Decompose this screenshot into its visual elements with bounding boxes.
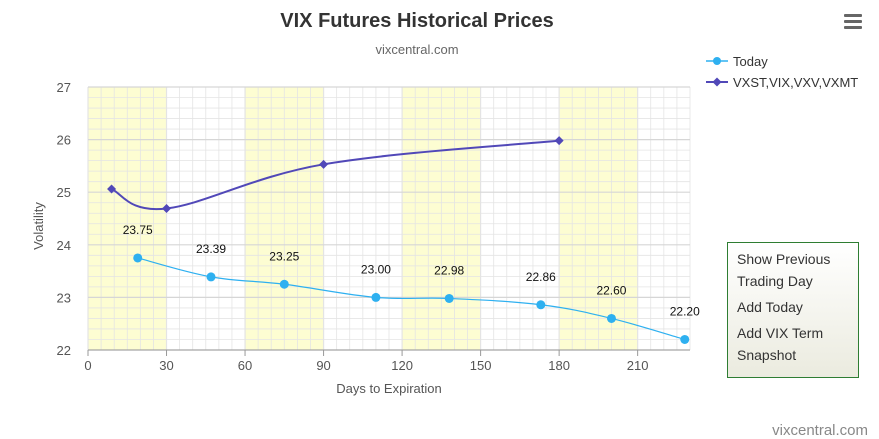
legend-marker-term-structure — [712, 77, 722, 87]
x-tick-label: 30 — [159, 358, 173, 373]
x-axis-title: Days to Expiration — [336, 381, 442, 396]
term-structure-point — [319, 159, 329, 169]
today-point — [606, 313, 616, 323]
today-point — [536, 300, 546, 310]
today-point — [371, 292, 381, 302]
data-label: 22.86 — [526, 270, 556, 284]
y-tick-label: 23 — [57, 290, 71, 305]
x-tick-label: 90 — [316, 358, 330, 373]
y-tick-label: 27 — [57, 80, 71, 95]
today-point — [680, 334, 690, 344]
add-vix-term-snapshot-button[interactable]: Add VIX Term Snapshot — [737, 325, 824, 363]
series-layer — [107, 136, 690, 344]
data-label: 22.98 — [434, 263, 464, 277]
legend-item-term-structure[interactable]: VXST,VIX,VXV,VXMT — [706, 75, 858, 90]
legend: Today VXST,VIX,VXV,VXMT — [706, 54, 858, 90]
chart-subtitle: vixcentral.com — [375, 42, 458, 57]
today-point — [133, 253, 143, 263]
grid-lines — [87, 86, 691, 351]
action-panel: Show Previous Trading Day Add Today Add … — [727, 242, 859, 378]
today-point — [279, 279, 289, 289]
data-labels: 23.75 23.39 23.25 23.00 22.98 22.86 22.60 22.20 — [123, 223, 700, 319]
chart-credit[interactable]: vixcentral.com — [772, 422, 868, 439]
x-tick-label: 0 — [84, 358, 91, 373]
legend-label-term-structure: VXST,VIX,VXV,VXMT — [733, 75, 858, 90]
data-label: 23.75 — [123, 223, 153, 237]
data-label: 22.60 — [596, 283, 626, 297]
axes: 0 30 60 90 120 150 180 210 22 23 24 25 26 27 — [57, 80, 690, 373]
x-tick-label: 210 — [627, 358, 649, 373]
data-label: 23.39 — [196, 242, 226, 256]
data-label: 22.20 — [670, 304, 700, 318]
add-today-button[interactable]: Add Today — [737, 299, 803, 315]
data-label: 23.00 — [361, 262, 391, 276]
term-structure-point — [554, 136, 564, 146]
show-previous-trading-day-button[interactable]: Show Previous Trading Day — [737, 251, 831, 289]
legend-item-today[interactable]: Today — [706, 54, 768, 69]
today-line — [137, 257, 685, 341]
hamburger-menu-icon[interactable] — [842, 12, 864, 32]
data-label: 23.25 — [269, 249, 299, 263]
y-tick-label: 24 — [57, 238, 71, 253]
y-tick-label: 25 — [57, 185, 71, 200]
today-point — [444, 293, 454, 303]
legend-marker-today — [713, 57, 721, 65]
legend-label-today: Today — [733, 54, 768, 69]
y-tick-label: 26 — [57, 133, 71, 148]
today-point — [206, 272, 216, 282]
y-tick-label: 22 — [57, 343, 71, 358]
term-structure-point — [162, 204, 172, 214]
term-structure-line — [111, 139, 560, 211]
chart-title: VIX Futures Historical Prices — [280, 10, 553, 32]
x-tick-label: 120 — [391, 358, 413, 373]
y-axis-title: Volatility — [31, 202, 46, 250]
x-tick-label: 180 — [548, 358, 570, 373]
term-structure-point — [107, 184, 117, 194]
x-tick-label: 150 — [470, 358, 492, 373]
x-tick-label: 60 — [238, 358, 252, 373]
